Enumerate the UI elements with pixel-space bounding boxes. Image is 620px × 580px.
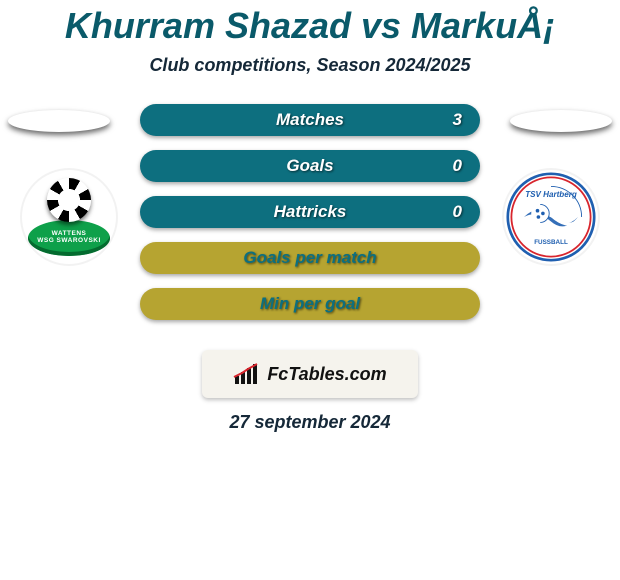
stat-row: Hattricks 0 (140, 196, 480, 228)
stat-row: Matches 3 (140, 104, 480, 136)
stat-label: Matches (276, 110, 344, 130)
footer-brand-badge[interactable]: FcTables.com (202, 350, 418, 398)
soccer-ball-icon (47, 178, 91, 222)
bar-chart-icon (233, 362, 261, 386)
stat-row: Min per goal (140, 288, 480, 320)
stat-value: 0 (453, 156, 462, 176)
wattens-ring-text: WATTENSWSG SWAROVSKI (28, 220, 110, 256)
date-line: 27 september 2024 (0, 412, 620, 433)
svg-text:FUSSBALL: FUSSBALL (534, 239, 568, 246)
stat-label: Goals per match (243, 248, 376, 268)
stats-column: Matches 3 Goals 0 Hattricks 0 Goals per match M… (140, 104, 480, 320)
svg-text:TSV Hartberg: TSV Hartberg (525, 190, 577, 199)
stat-value: 0 (453, 202, 462, 222)
stats-area: WATTENSWSG SWAROVSKI TSV Hartberg FUSSBA… (0, 104, 620, 334)
left-club-logo: WATTENSWSG SWAROVSKI (20, 168, 118, 266)
left-accent-ellipse (8, 110, 110, 132)
wattens-badge: WATTENSWSG SWAROVSKI (26, 174, 112, 260)
stat-row: Goals per match (140, 242, 480, 274)
right-accent-ellipse (510, 110, 612, 132)
page-title: Khurram Shazad vs MarkuÅ¡ (0, 5, 620, 47)
stat-label: Goals (286, 156, 333, 176)
hartberg-badge: TSV Hartberg FUSSBALL (506, 172, 596, 262)
stat-value: 3 (453, 110, 462, 130)
right-club-logo: TSV Hartberg FUSSBALL (502, 168, 600, 266)
subtitle: Club competitions, Season 2024/2025 (0, 55, 620, 76)
stat-label: Min per goal (260, 294, 360, 314)
stat-label: Hattricks (274, 202, 347, 222)
footer-brand-text: FcTables.com (267, 364, 386, 385)
stat-row: Goals 0 (140, 150, 480, 182)
